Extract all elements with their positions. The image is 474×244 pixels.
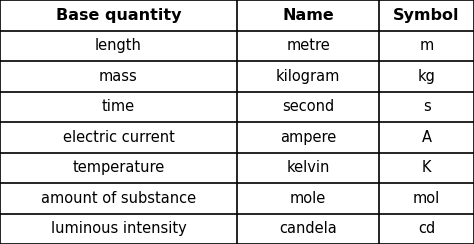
Text: m: m (419, 38, 434, 53)
Text: A: A (421, 130, 432, 145)
Text: kilogram: kilogram (276, 69, 340, 84)
Text: s: s (423, 99, 430, 114)
Text: kg: kg (418, 69, 436, 84)
Text: metre: metre (286, 38, 330, 53)
Text: Symbol: Symbol (393, 8, 460, 23)
Text: ampere: ampere (280, 130, 336, 145)
Text: time: time (102, 99, 135, 114)
Text: amount of substance: amount of substance (41, 191, 196, 206)
Text: mole: mole (290, 191, 326, 206)
Text: length: length (95, 38, 142, 53)
Text: mol: mol (413, 191, 440, 206)
Text: electric current: electric current (63, 130, 174, 145)
Text: luminous intensity: luminous intensity (51, 221, 186, 236)
Text: K: K (422, 160, 431, 175)
Text: Base quantity: Base quantity (56, 8, 181, 23)
Text: Name: Name (282, 8, 334, 23)
Text: temperature: temperature (73, 160, 164, 175)
Text: second: second (282, 99, 334, 114)
Text: cd: cd (418, 221, 435, 236)
Text: kelvin: kelvin (286, 160, 330, 175)
Text: candela: candela (279, 221, 337, 236)
Text: mass: mass (99, 69, 138, 84)
